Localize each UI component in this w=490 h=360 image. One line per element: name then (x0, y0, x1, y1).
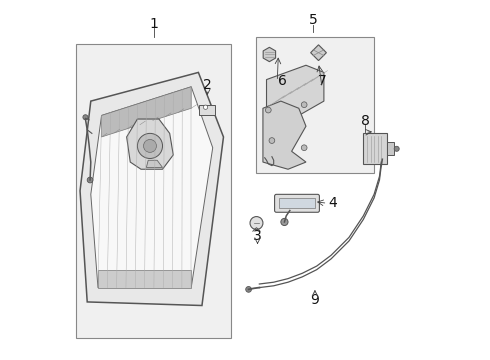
Polygon shape (147, 160, 163, 167)
Bar (364, 134, 387, 164)
Polygon shape (311, 45, 326, 60)
Circle shape (144, 139, 156, 152)
Circle shape (394, 146, 399, 151)
Polygon shape (98, 270, 191, 288)
Text: 5: 5 (309, 13, 318, 27)
Text: 1: 1 (149, 17, 158, 31)
Polygon shape (263, 101, 306, 169)
Text: 9: 9 (311, 293, 319, 307)
Text: 8: 8 (361, 114, 369, 128)
Polygon shape (101, 87, 191, 137)
Circle shape (301, 102, 307, 108)
Polygon shape (80, 72, 223, 306)
Bar (387, 142, 394, 155)
Circle shape (245, 287, 251, 292)
Text: 4: 4 (328, 196, 337, 210)
Bar (76, 44, 231, 338)
Text: 3: 3 (253, 229, 262, 243)
Polygon shape (267, 65, 324, 116)
Circle shape (301, 145, 307, 150)
Text: 7: 7 (318, 75, 326, 89)
Polygon shape (126, 119, 173, 169)
Circle shape (250, 217, 263, 229)
Circle shape (83, 115, 88, 120)
Circle shape (87, 177, 93, 183)
FancyBboxPatch shape (274, 194, 319, 212)
Polygon shape (263, 47, 275, 62)
Circle shape (269, 138, 275, 143)
Circle shape (281, 219, 288, 226)
Circle shape (137, 134, 163, 158)
Text: 6: 6 (278, 75, 287, 89)
Polygon shape (91, 87, 213, 288)
Circle shape (266, 107, 271, 113)
Bar (199, 105, 215, 116)
Circle shape (203, 105, 208, 109)
Text: 2: 2 (203, 78, 212, 92)
Bar (279, 198, 315, 208)
Bar (256, 37, 374, 173)
